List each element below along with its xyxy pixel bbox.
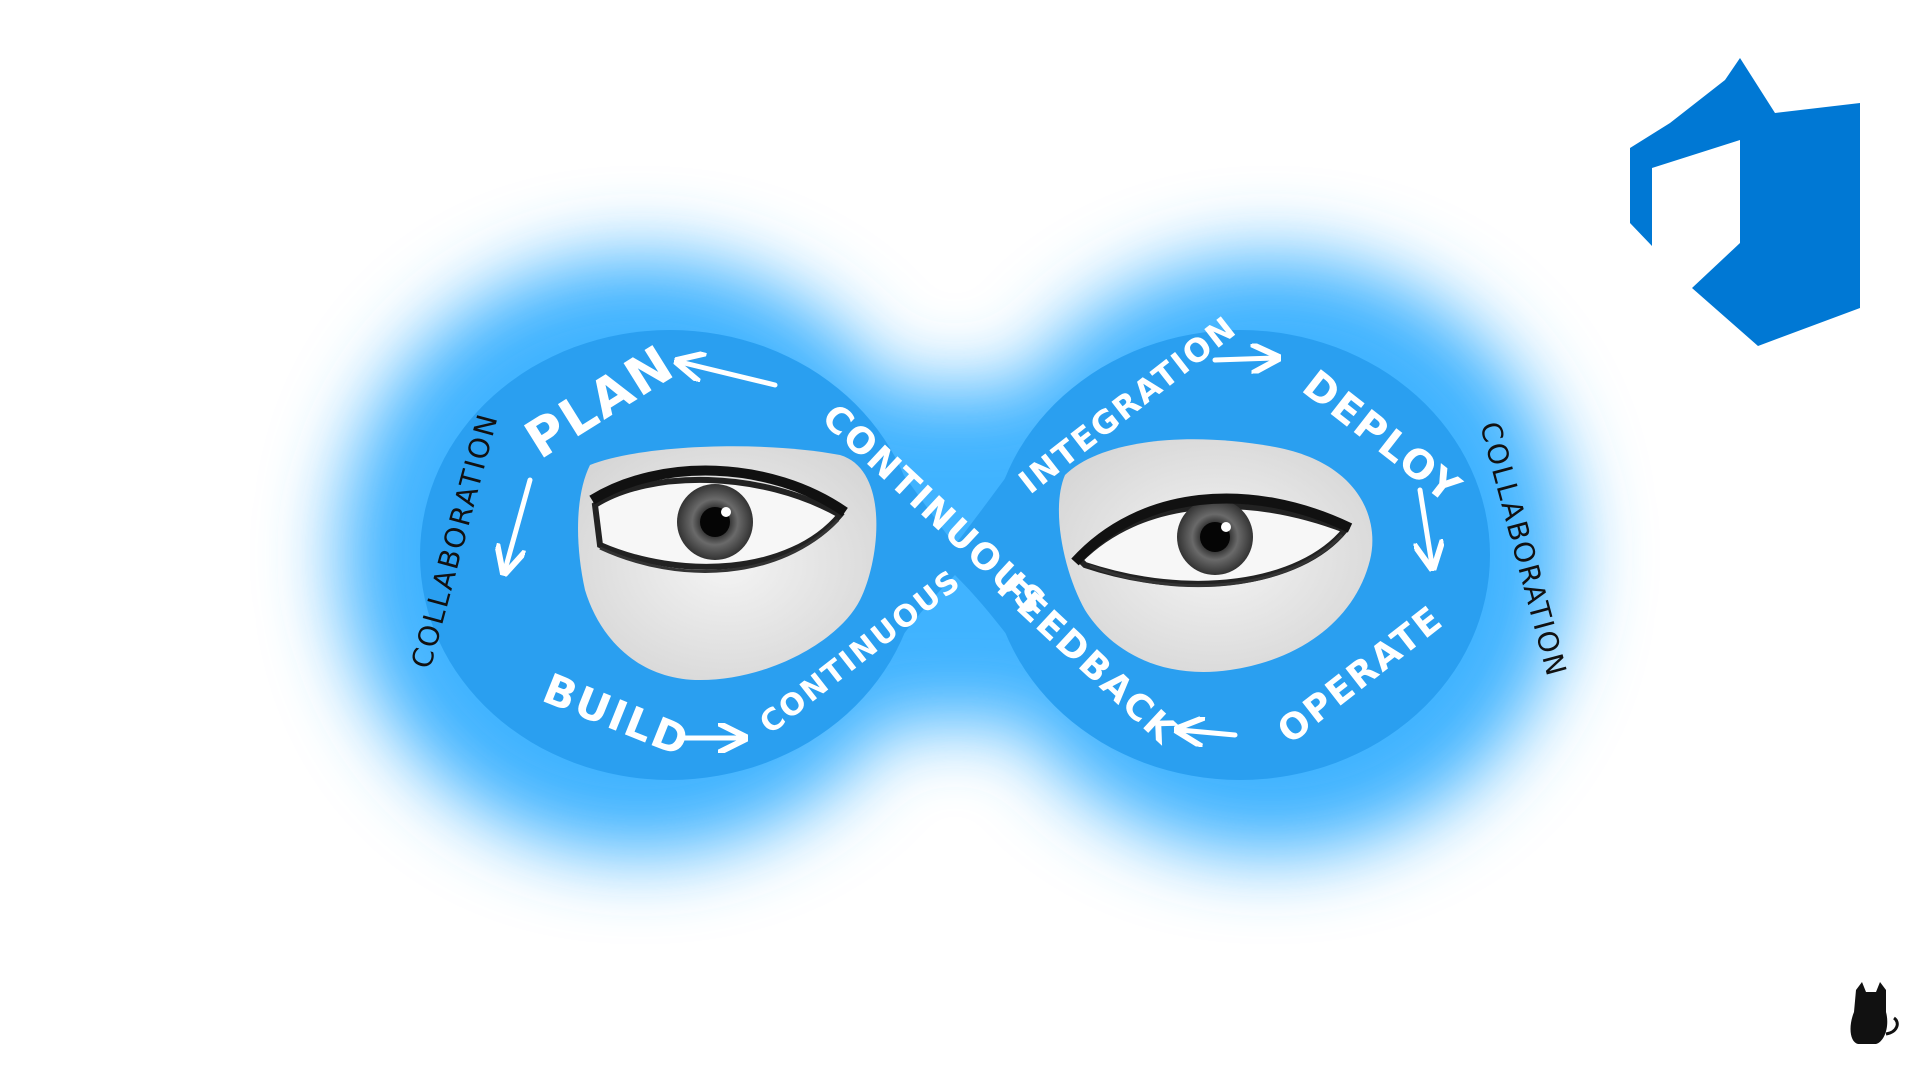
cat-icon <box>1850 982 1899 1044</box>
right-eye <box>1058 439 1373 672</box>
left-eye <box>578 446 877 680</box>
arrow-icon <box>680 362 778 388</box>
arrow-icon <box>1212 358 1275 360</box>
arrow-icon <box>1180 730 1238 735</box>
arrow-icon <box>1420 487 1432 565</box>
cycle-arrows <box>505 358 1432 738</box>
arrow-icon <box>505 477 533 570</box>
azure-devops-logo-icon <box>1630 58 1860 346</box>
